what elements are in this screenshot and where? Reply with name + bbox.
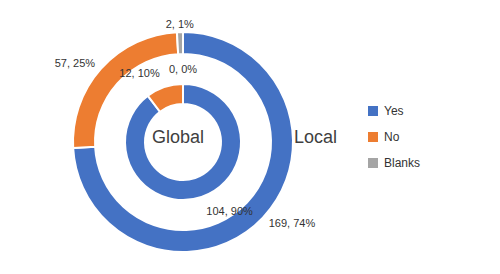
svg-text:169, 74%: 169, 74% <box>269 217 316 229</box>
svg-text:0, 0%: 0, 0% <box>169 63 197 75</box>
svg-text:104, 90%: 104, 90% <box>206 205 253 217</box>
svg-text:57, 25%: 57, 25% <box>55 57 96 69</box>
html-text:Yes: Yes <box>384 104 404 118</box>
svg-text:12, 10%: 12, 10% <box>119 67 160 79</box>
svg-text:2, 1%: 2, 1% <box>166 18 194 30</box>
svg-text:Global: Global <box>152 127 204 147</box>
html-text:Blanks: Blanks <box>384 156 420 170</box>
html-text:No: No <box>384 130 400 144</box>
svg-text:Local: Local <box>294 127 337 147</box>
